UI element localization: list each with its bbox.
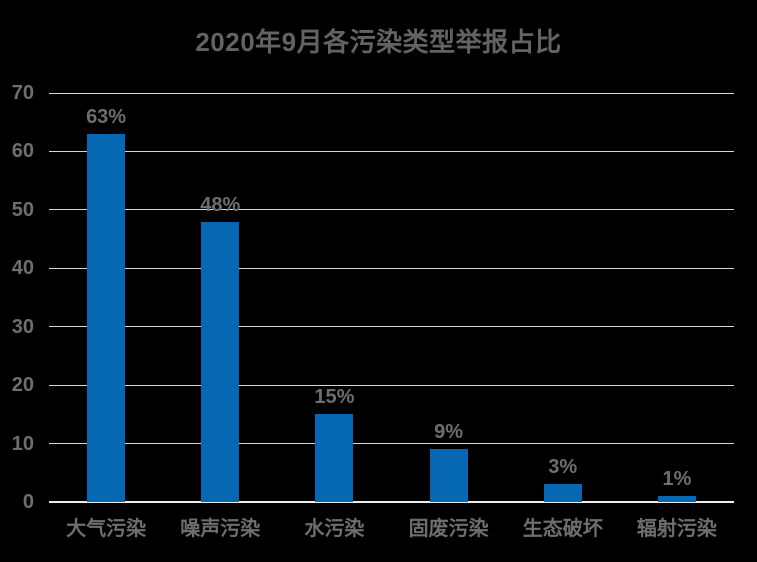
gridline	[49, 267, 734, 269]
y-axis-tick-label: 20	[11, 374, 34, 397]
category-label: 辐射污染	[636, 518, 717, 540]
bar	[315, 414, 354, 502]
bar-value-label: 48%	[200, 193, 241, 216]
bar	[543, 484, 582, 502]
category-label: 大气污染	[66, 518, 147, 540]
bar-value-label: 1%	[662, 468, 692, 491]
x-axis-line	[49, 501, 734, 503]
gridline	[49, 150, 734, 152]
bar-value-label: 9%	[434, 421, 464, 444]
y-axis-tick-label: 70	[11, 82, 34, 104]
gridline	[49, 209, 734, 211]
gridline	[49, 443, 734, 445]
gridline	[49, 92, 734, 94]
y-axis-tick-label: 10	[11, 432, 34, 455]
bar	[657, 496, 696, 502]
bar-value-label: 63%	[86, 105, 127, 128]
gridline	[49, 326, 734, 328]
y-axis-tick-label: 0	[22, 491, 34, 513]
bar	[201, 221, 240, 502]
chart-title: 2020年9月各污染类型举报占比	[195, 27, 562, 57]
bar-value-label: 3%	[548, 456, 578, 479]
y-axis-tick-label: 50	[11, 198, 34, 221]
bar-value-label: 15%	[314, 386, 355, 409]
y-axis-tick-label: 60	[11, 140, 34, 163]
plot-area: 0 10 20 30 40 50 60 70 63% 大气污染 48% 噪声污染 15% 水污染 9% 固废污…	[12, 82, 734, 540]
category-label: 固废污染	[408, 518, 489, 540]
bar	[87, 133, 126, 502]
bar	[429, 449, 468, 502]
gridline	[49, 384, 734, 386]
category-label: 水污染	[304, 518, 365, 540]
y-axis-tick-label: 30	[11, 315, 34, 338]
y-axis-tick-label: 40	[11, 257, 34, 280]
category-label: 噪声污染	[180, 518, 261, 540]
category-label: 生态破坏	[522, 518, 603, 540]
